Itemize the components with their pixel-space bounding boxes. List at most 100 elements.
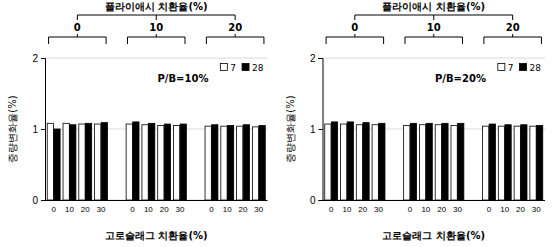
bar [205, 126, 211, 200]
x-tick: 10 [500, 200, 509, 214]
x-tick: 0 [51, 200, 56, 214]
bar [149, 123, 155, 200]
bar [158, 125, 164, 200]
y-tick-mark [319, 129, 323, 130]
group-brackets: 플라이애시 치환율(%)01020 [49, 1, 264, 44]
x-tick-label: 0 [329, 205, 334, 214]
x-tick: 20 [239, 200, 248, 214]
bar [451, 125, 457, 200]
bracket [484, 37, 542, 44]
group-brackets: 플라이애시 치환율(%)01020 [326, 1, 541, 44]
bar [142, 125, 148, 200]
grid [323, 58, 546, 200]
y-tick: 1 [310, 124, 323, 135]
bar [54, 129, 60, 200]
legend-swatch [520, 64, 527, 71]
grid-line [45, 200, 268, 201]
legend-swatch [242, 64, 249, 71]
bar [173, 125, 179, 200]
bars [325, 122, 543, 200]
bar [363, 123, 369, 200]
y-axis-line [41, 59, 46, 201]
group-label: 10 [427, 22, 441, 33]
y-axis-title: 중량변화율(%) [285, 95, 296, 162]
bracket-line [156, 15, 157, 20]
bar [521, 125, 527, 200]
y-tick-mark [319, 200, 323, 201]
bar [514, 126, 520, 200]
legend: 287 [220, 63, 263, 73]
bar [133, 122, 139, 200]
x-tick-label: 20 [239, 205, 248, 214]
x-tick-label: 30 [374, 205, 383, 214]
x-axis-line [45, 200, 268, 201]
y-tick: 0 [310, 195, 323, 206]
x-axis: 010203001020300102030 [323, 200, 546, 214]
y-axis: 012 [32, 53, 45, 206]
x-tick-label: 20 [160, 205, 169, 214]
group-label: 10 [149, 22, 163, 33]
x-axis-title: 고로슬래그 치환율(%) [382, 230, 485, 241]
annotation: P/B=20% [435, 73, 486, 84]
x-tick: 20 [437, 200, 446, 214]
grid-line [323, 129, 546, 130]
bar [47, 123, 53, 200]
x-tick: 0 [408, 200, 413, 214]
bar [356, 125, 362, 200]
bar [101, 123, 107, 200]
bracket [326, 37, 384, 44]
x-tick: 10 [65, 200, 74, 214]
bar [442, 123, 448, 200]
bar [180, 124, 186, 200]
bracket-line [77, 34, 78, 37]
y-tick: 2 [310, 53, 323, 64]
x-tick-label: 30 [97, 205, 106, 214]
y-axis-title: 중량변화율(%) [7, 95, 18, 162]
grid-line [323, 58, 546, 59]
x-tick-label: 20 [358, 205, 367, 214]
bar [536, 125, 542, 200]
y-tick-label: 0 [310, 195, 316, 206]
x-tick: 30 [453, 200, 462, 214]
x-tick-label: 10 [500, 205, 509, 214]
x-axis: 010203001020300102030 [45, 200, 268, 214]
legend-label: 7 [508, 63, 514, 73]
group-label: 0 [351, 22, 358, 33]
bracket-line [512, 34, 513, 37]
legend-label: 28 [530, 63, 542, 73]
x-tick-label: 0 [209, 205, 214, 214]
group-label: 20 [506, 22, 520, 33]
x-tick-label: 30 [175, 205, 184, 214]
bar [252, 127, 258, 200]
bar [164, 124, 170, 200]
bar [483, 126, 489, 200]
bracket [405, 37, 463, 44]
y-axis-line [319, 59, 324, 201]
x-tick: 30 [374, 200, 383, 214]
bar [95, 124, 101, 200]
bracket-line [235, 34, 236, 37]
bar [341, 124, 347, 200]
bar [331, 122, 337, 200]
y-tick-label: 0 [32, 195, 38, 206]
panel: 012010203001020300102030고로슬래그 치환율(%)중량변화… [285, 1, 546, 241]
x-axis-line [323, 200, 546, 201]
x-tick: 20 [160, 200, 169, 214]
x-tick: 0 [130, 200, 135, 214]
bar [237, 126, 243, 200]
legend-swatch [220, 64, 227, 71]
x-tick: 30 [97, 200, 106, 214]
y-tick: 2 [32, 53, 45, 64]
bar [85, 123, 91, 200]
legend-swatch [498, 64, 505, 71]
x-tick-label: 10 [343, 205, 352, 214]
x-tick: 20 [516, 200, 525, 214]
bar [126, 124, 132, 200]
x-tick-label: 20 [81, 205, 90, 214]
figure: 012010203001020300102030고로슬래그 치환율(%)중량변화… [0, 0, 555, 247]
bracket-line [433, 15, 434, 20]
legend: 28 7 [498, 63, 541, 73]
bar [435, 125, 441, 200]
x-tick-label: 20 [437, 205, 446, 214]
bracket-line [156, 34, 157, 37]
